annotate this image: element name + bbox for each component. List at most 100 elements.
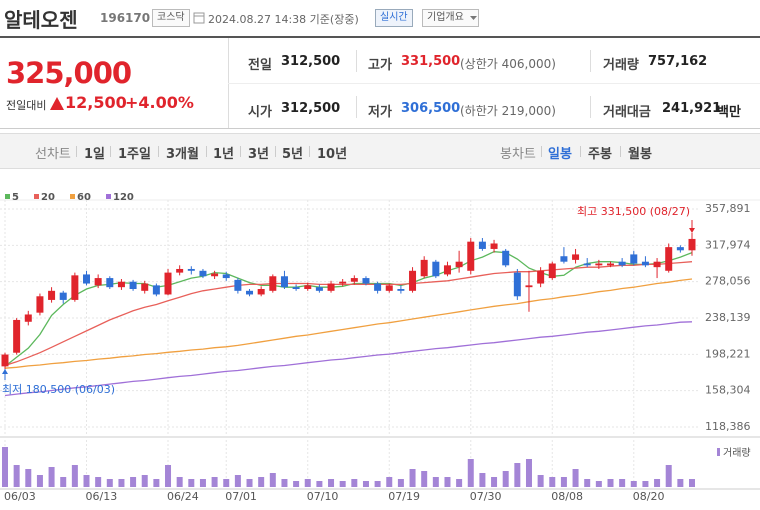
ma-line [4, 251, 693, 367]
candle-body [234, 279, 242, 291]
candle-body [688, 238, 696, 251]
volume-bar [95, 477, 102, 487]
volume-bar [607, 479, 614, 487]
candle-body [292, 287, 300, 289]
stat-label: 고가 [368, 58, 392, 73]
tab[interactable]: 선차트 [35, 147, 71, 162]
candle-body [94, 278, 102, 286]
volume-bar [537, 475, 544, 487]
ma-line [4, 278, 693, 369]
up-triangle [50, 97, 64, 110]
tab[interactable]: 1주일 [118, 147, 151, 162]
stat-extra: (상한가 406,000) [460, 57, 556, 71]
stat-value: 241,921 [662, 101, 722, 116]
realtime-button[interactable]: 실시간 [375, 9, 413, 27]
top-bar: 알테오젠 196170 코스닥 2024.08.27 14:38 기준(장중) … [0, 0, 760, 38]
candle-body [83, 274, 91, 284]
candle-body [339, 281, 347, 284]
volume-bar [165, 465, 172, 487]
market-badge: 코스닥 [152, 9, 190, 27]
tab[interactable]: 봉차트 [500, 147, 536, 162]
candle-body [59, 292, 67, 300]
volume-bar [36, 475, 43, 487]
separator [158, 146, 159, 157]
tab[interactable]: 1일 [84, 147, 106, 162]
stat-label: 저가 [368, 105, 392, 120]
candle-body [537, 270, 545, 284]
candle-body [280, 276, 288, 288]
candle-body [583, 263, 591, 266]
candle-body [129, 281, 137, 289]
stat-label: 거래대금 [603, 105, 651, 120]
x-tick-label: 06/24 [167, 490, 199, 503]
volume-bar [118, 479, 125, 487]
candle-body [176, 268, 184, 273]
stock-code: 196170 [100, 11, 151, 25]
volume-bar [339, 481, 346, 487]
volume-bar [188, 479, 195, 487]
candle-body [141, 283, 149, 291]
separator [275, 146, 276, 157]
volume-bar [595, 481, 602, 487]
volume-bar [281, 479, 288, 487]
stat-label: 시가 [248, 105, 272, 120]
volume-bar [421, 471, 428, 487]
timestamp: 2024.08.27 14:38 기준(장중) [208, 13, 359, 26]
candle-body [397, 288, 405, 291]
candle-body [327, 283, 335, 291]
candle-body [304, 285, 312, 289]
candle-body [385, 285, 393, 291]
volume-bar [397, 479, 404, 487]
tab[interactable]: 3년 [248, 147, 270, 162]
volume-bar [630, 481, 637, 487]
volume-bar [491, 477, 498, 487]
volume-bar [71, 465, 78, 487]
tab[interactable]: 월봉 [628, 147, 652, 162]
volume-bar [2, 447, 8, 487]
volume-swatch [717, 448, 720, 456]
ma-line [4, 261, 693, 367]
volume-bar [246, 479, 253, 487]
change: 12,500 [65, 93, 127, 112]
stat-value: 306,500 [401, 101, 461, 116]
volume-bar [199, 479, 206, 487]
x-tick-label: 08/20 [633, 490, 665, 503]
candle-body [1, 354, 9, 367]
candle-body [315, 287, 323, 291]
tab[interactable]: 1년 [213, 147, 235, 162]
candle-body [606, 263, 614, 266]
tab[interactable]: 10년 [317, 147, 348, 162]
low-arrowhead [2, 369, 8, 374]
x-tick-label: 07/30 [470, 490, 502, 503]
volume-bar [176, 477, 183, 487]
candle-body [36, 296, 44, 313]
change-percent: +4.00% [125, 93, 194, 112]
company-button[interactable]: 기업개요 [422, 9, 479, 27]
candle-body [653, 261, 661, 268]
tab[interactable]: 주봉 [588, 147, 612, 162]
candle-body [513, 272, 521, 297]
volume-bar [525, 459, 532, 487]
volume-bar [316, 481, 323, 487]
candle-body [362, 278, 370, 284]
tab[interactable]: 일봉 [548, 147, 572, 162]
separator [240, 146, 241, 157]
stat-label: 거래량 [603, 58, 639, 73]
stat-label: 전일 [248, 58, 272, 73]
x-tick-label: 08/08 [551, 490, 583, 503]
candle-body [13, 319, 21, 353]
candle-body [409, 270, 417, 291]
volume-bar [223, 479, 230, 487]
ma-line [4, 321, 693, 397]
volume-bar [304, 479, 311, 487]
x-tick-label: 06/13 [86, 490, 118, 503]
candle-body [152, 285, 160, 295]
candle-body [211, 273, 219, 277]
tab[interactable]: 3개월 [166, 147, 199, 162]
legend-swatch [5, 194, 10, 199]
volume-bar [514, 463, 521, 487]
y-tick-label: 198,221 [705, 347, 751, 360]
low-annotation: 최저 180,500 (06/03) [2, 383, 115, 396]
candle-body [572, 254, 580, 260]
tab[interactable]: 5년 [282, 147, 304, 162]
